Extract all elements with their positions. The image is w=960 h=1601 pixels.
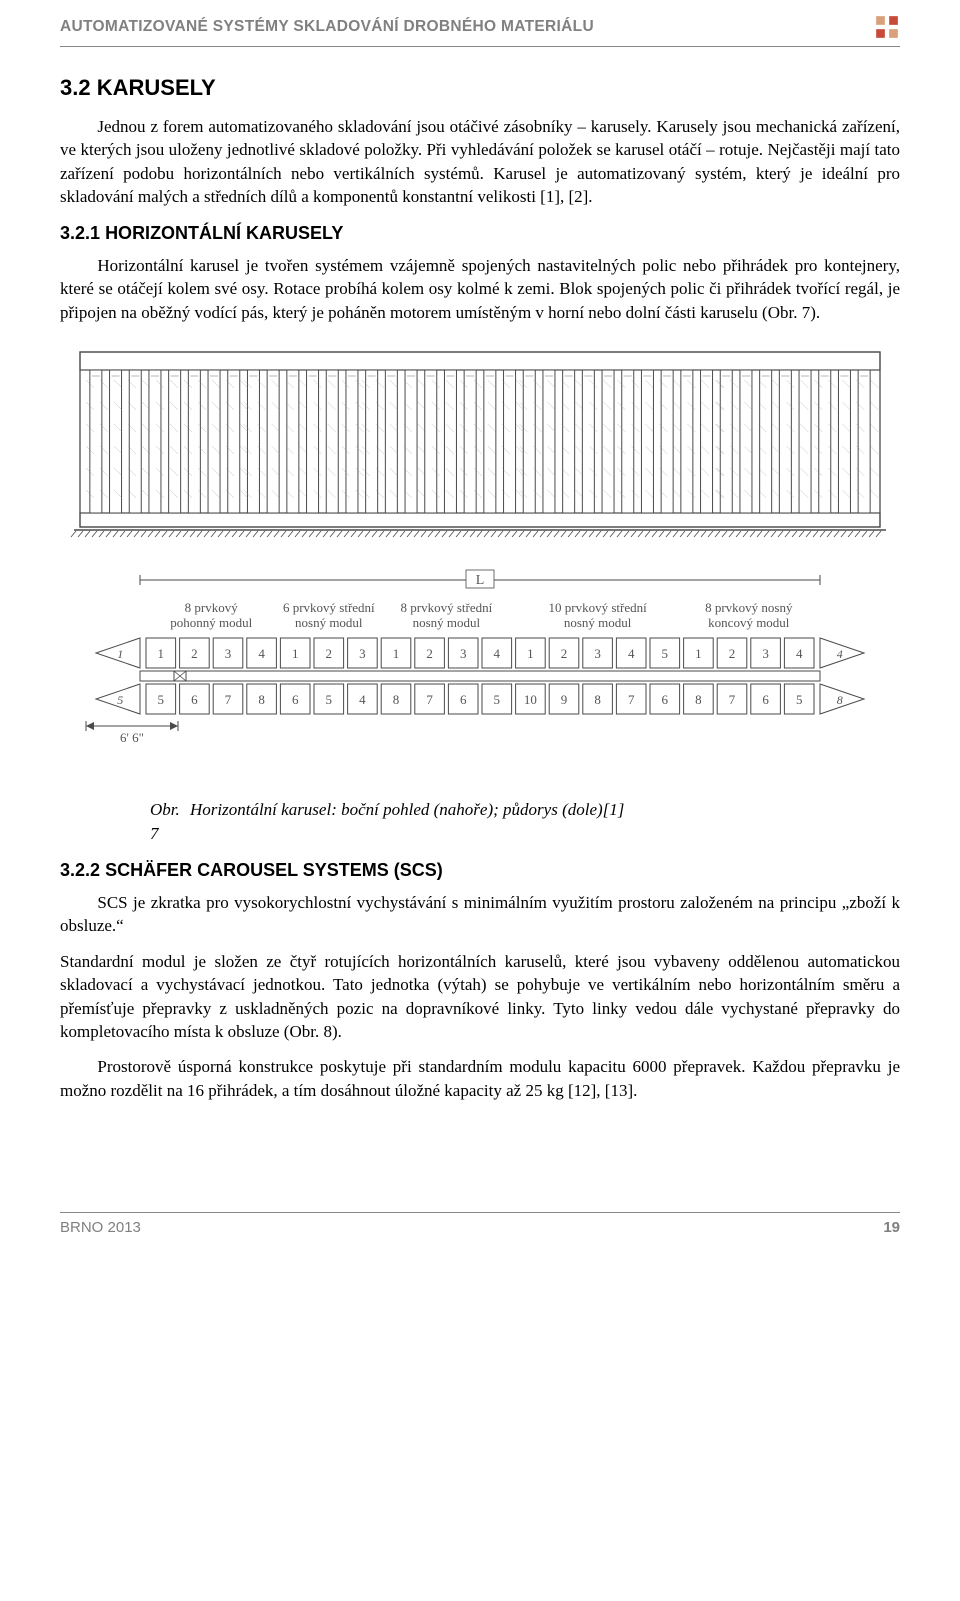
svg-text:4: 4 (258, 646, 265, 661)
svg-text:3: 3 (762, 646, 769, 661)
paragraph: Prostorově úsporná konstrukce poskytuje … (60, 1055, 900, 1102)
svg-text:1: 1 (117, 647, 123, 661)
svg-text:3: 3 (225, 646, 232, 661)
svg-text:8 prvkový nosný: 8 prvkový nosný (705, 600, 793, 615)
svg-text:8: 8 (594, 692, 601, 707)
svg-text:1: 1 (292, 646, 299, 661)
svg-text:nosný modul: nosný modul (413, 615, 481, 630)
svg-text:10: 10 (524, 692, 537, 707)
svg-text:4: 4 (628, 646, 635, 661)
svg-text:8 prvkový střední: 8 prvkový střední (401, 600, 493, 615)
section-heading-3.2.1: 3.2.1 HORIZONTÁLNÍ KARUSELY (60, 223, 900, 244)
svg-text:6 prvkový střední: 6 prvkový střední (283, 600, 375, 615)
section-number: 3.2.2 (60, 860, 100, 880)
svg-text:1: 1 (695, 646, 702, 661)
paragraph: Horizontální karusel je tvořen systémem … (60, 254, 900, 324)
section-heading-3.2: 3.2 KARUSELY (60, 75, 900, 101)
svg-text:4: 4 (837, 647, 843, 661)
svg-text:5: 5 (796, 692, 803, 707)
paragraph: Jednou z forem automatizovaného skladová… (60, 115, 900, 209)
svg-text:5: 5 (662, 646, 669, 661)
svg-text:7: 7 (426, 692, 433, 707)
page-header: AUTOMATIZOVANÉ SYSTÉMY SKLADOVÁNÍ DROBNÉ… (60, 0, 900, 47)
paragraph-text: Standardní modul je složen ze čtyř rotuj… (60, 952, 900, 1041)
paragraph: SCS je zkratka pro vysokorychlostní vych… (60, 891, 900, 938)
svg-text:5: 5 (326, 692, 333, 707)
figure-7: L 8 prvkovýpohonný modul 6 prvkový střední… (60, 342, 900, 772)
svg-text:pohonný modul: pohonný modul (170, 615, 252, 630)
svg-text:7: 7 (225, 692, 232, 707)
svg-text:3: 3 (359, 646, 366, 661)
svg-text:8: 8 (393, 692, 400, 707)
svg-text:7: 7 (729, 692, 736, 707)
paragraph-text: SCS je zkratka pro vysokorychlostní vych… (60, 893, 900, 935)
svg-text:8: 8 (258, 692, 265, 707)
section-number: 3.2.1 (60, 223, 100, 243)
svg-text:6: 6 (191, 692, 198, 707)
svg-text:3: 3 (460, 646, 467, 661)
footer-left: BRNO 2013 (60, 1219, 141, 1236)
svg-text:nosný modul: nosný modul (564, 615, 632, 630)
svg-text:2: 2 (191, 646, 198, 661)
svg-text:L: L (476, 573, 485, 588)
caption-text: Horizontální karusel: boční pohled (naho… (190, 798, 900, 846)
section-number: 3.2 (60, 75, 91, 100)
svg-text:10 prvkový střední: 10 prvkový střední (548, 600, 647, 615)
svg-text:8: 8 (695, 692, 702, 707)
svg-text:6' 6": 6' 6" (120, 730, 144, 745)
svg-text:4: 4 (359, 692, 366, 707)
svg-text:1: 1 (393, 646, 400, 661)
section-title: HORIZONTÁLNÍ KARUSELY (105, 223, 343, 243)
svg-text:5: 5 (494, 692, 501, 707)
logo-icon (874, 14, 900, 40)
svg-text:2: 2 (326, 646, 333, 661)
paragraph-text: Jednou z forem automatizovaného skladová… (60, 117, 900, 206)
svg-text:6: 6 (662, 692, 669, 707)
svg-text:8 prvkový: 8 prvkový (185, 600, 239, 615)
footer-page-number: 19 (883, 1219, 900, 1236)
svg-text:8: 8 (837, 693, 843, 707)
paragraph: Standardní modul je složen ze čtyř rotuj… (60, 950, 900, 1044)
section-heading-3.2.2: 3.2.2 SCHÄFER CAROUSEL SYSTEMS (SCS) (60, 860, 900, 881)
svg-text:6: 6 (292, 692, 299, 707)
svg-text:5: 5 (117, 693, 123, 707)
svg-text:koncový modul: koncový modul (708, 615, 790, 630)
svg-text:1: 1 (527, 646, 534, 661)
svg-text:6: 6 (460, 692, 467, 707)
svg-text:5: 5 (158, 692, 165, 707)
paragraph-text: Horizontální karusel je tvořen systémem … (60, 256, 900, 322)
svg-text:4: 4 (494, 646, 501, 661)
svg-text:2: 2 (561, 646, 568, 661)
figure-caption: Obr. 7 Horizontální karusel: boční pohle… (60, 798, 900, 846)
svg-text:7: 7 (628, 692, 635, 707)
paragraph-text: Prostorově úsporná konstrukce poskytuje … (60, 1057, 900, 1099)
svg-text:3: 3 (594, 646, 601, 661)
section-title: KARUSELY (97, 75, 216, 100)
svg-text:4: 4 (796, 646, 803, 661)
page-footer: BRNO 2013 19 (60, 1212, 900, 1236)
svg-text:2: 2 (729, 646, 736, 661)
svg-text:nosný modul: nosný modul (295, 615, 363, 630)
svg-text:2: 2 (426, 646, 433, 661)
svg-text:6: 6 (762, 692, 769, 707)
section-title: SCHÄFER CAROUSEL SYSTEMS (SCS) (105, 860, 443, 880)
svg-text:1: 1 (158, 646, 165, 661)
header-title: AUTOMATIZOVANÉ SYSTÉMY SKLADOVÁNÍ DROBNÉ… (60, 18, 594, 36)
svg-text:9: 9 (561, 692, 568, 707)
caption-label: Obr. 7 (60, 798, 190, 846)
